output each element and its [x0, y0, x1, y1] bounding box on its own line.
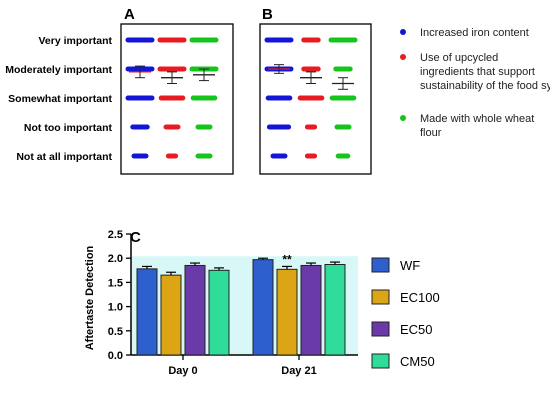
legend-dot-iron	[400, 29, 406, 35]
legend-label: EC100	[400, 290, 440, 305]
y-axis-title: Aftertaste Detection	[84, 245, 96, 350]
panel-a-marks	[125, 37, 219, 159]
category-label: Very important	[38, 35, 112, 47]
panel-b-label: B	[262, 6, 273, 23]
y-tick-label: 1.0	[108, 302, 123, 314]
legend-swatch	[371, 289, 390, 305]
panel-a-frame	[120, 23, 234, 175]
category-label: Not too important	[24, 122, 113, 134]
legend-label-upcycled: Use of upcycled ingredients that support…	[420, 52, 550, 92]
legend-label-wheat: Made with whole wheat flour	[420, 113, 537, 139]
panel-c-chart: 0.0 0.5 1.0 1.5 2.0 2.5 Day 0 Day 21 **	[108, 229, 358, 377]
legend-swatch	[371, 321, 390, 337]
significance-annotation: **	[282, 252, 292, 266]
legend-wheat-line: flour	[420, 127, 442, 139]
x-tick-label: Day 0	[168, 365, 197, 377]
panel-c-legend: WF EC100 EC50 CM50	[371, 257, 440, 369]
legend-upcycled-line: Use of upcycled	[420, 52, 498, 64]
legend-wheat-line: Made with whole wheat	[420, 113, 534, 125]
y-tick-label: 2.5	[108, 229, 123, 241]
bar	[136, 268, 158, 356]
x-tick-label: Day 21	[281, 365, 316, 377]
bar	[300, 264, 322, 356]
legend-ab: Increased iron content Use of upcycled i…	[400, 27, 550, 139]
bar	[324, 263, 346, 356]
y-tick-label: 0.5	[108, 326, 123, 338]
panel-c-label: C	[130, 229, 141, 246]
bar	[252, 259, 274, 356]
legend-upcycled-line: ingredients that support	[420, 66, 535, 78]
bar	[184, 264, 206, 356]
legend-dot-wheat	[400, 115, 406, 121]
legend-swatch	[371, 353, 390, 369]
bar	[160, 274, 182, 356]
y-tick-label: 0.0	[108, 350, 123, 362]
category-label: Not at all important	[16, 151, 112, 163]
legend-label: EC50	[400, 322, 433, 337]
legend-swatch	[371, 257, 390, 273]
legend-upcycled-line: sustainability of the food system	[420, 80, 550, 92]
bar	[208, 269, 230, 356]
y-tick-label: 2.0	[108, 253, 123, 265]
legend-label: WF	[400, 258, 420, 273]
panel-b-marks	[264, 37, 358, 159]
panel-b-frame	[259, 23, 372, 175]
legend-label: CM50	[400, 354, 435, 369]
legend-dot-upcycled	[400, 54, 406, 60]
category-label: Moderately important	[5, 64, 112, 76]
y-tick-label: 1.5	[108, 277, 123, 289]
bar	[276, 268, 298, 356]
panel-a-label: A	[124, 6, 135, 23]
legend-label-iron: Increased iron content	[420, 27, 529, 39]
category-label: Somewhat important	[8, 93, 112, 105]
